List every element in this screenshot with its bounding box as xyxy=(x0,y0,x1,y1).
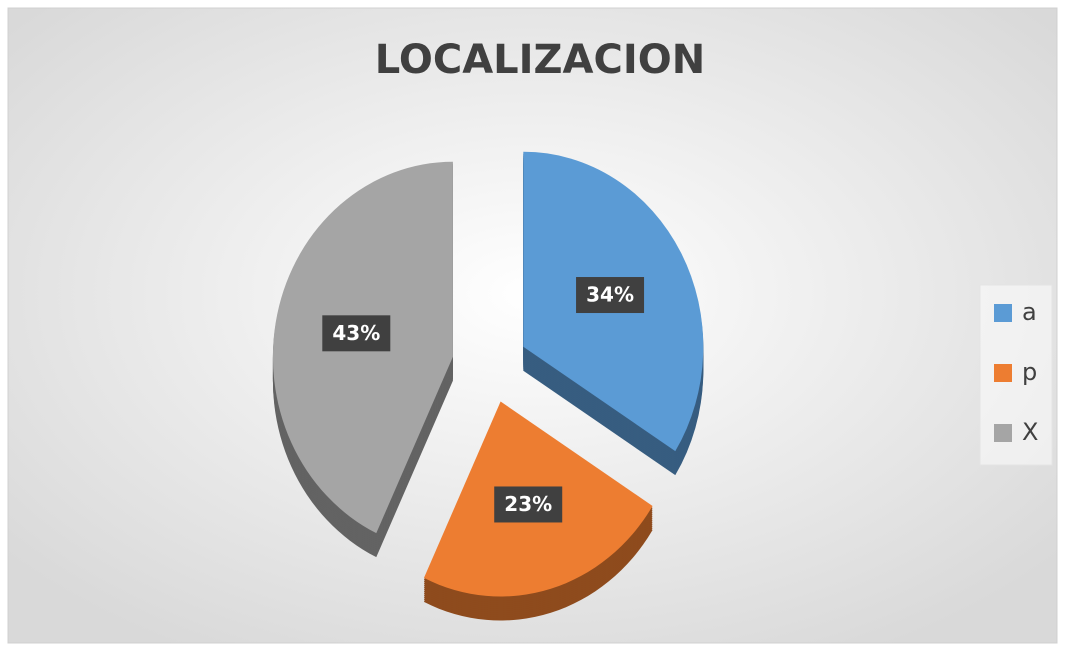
legend-swatch xyxy=(994,364,1012,382)
legend-label: a xyxy=(1022,298,1037,326)
data-label-box xyxy=(576,277,645,314)
legend-swatch xyxy=(994,304,1012,322)
legend-swatch xyxy=(994,424,1012,442)
data-label-box xyxy=(494,486,563,523)
legend-label: p xyxy=(1022,358,1037,386)
chart-title: LOCALIZACION xyxy=(375,37,705,83)
data-label: 23% xyxy=(504,492,552,516)
legend-label: X xyxy=(1022,418,1038,446)
data-label-box xyxy=(322,315,391,352)
data-label: 34% xyxy=(586,283,634,307)
legend xyxy=(979,284,1053,466)
data-label: 43% xyxy=(332,321,380,345)
